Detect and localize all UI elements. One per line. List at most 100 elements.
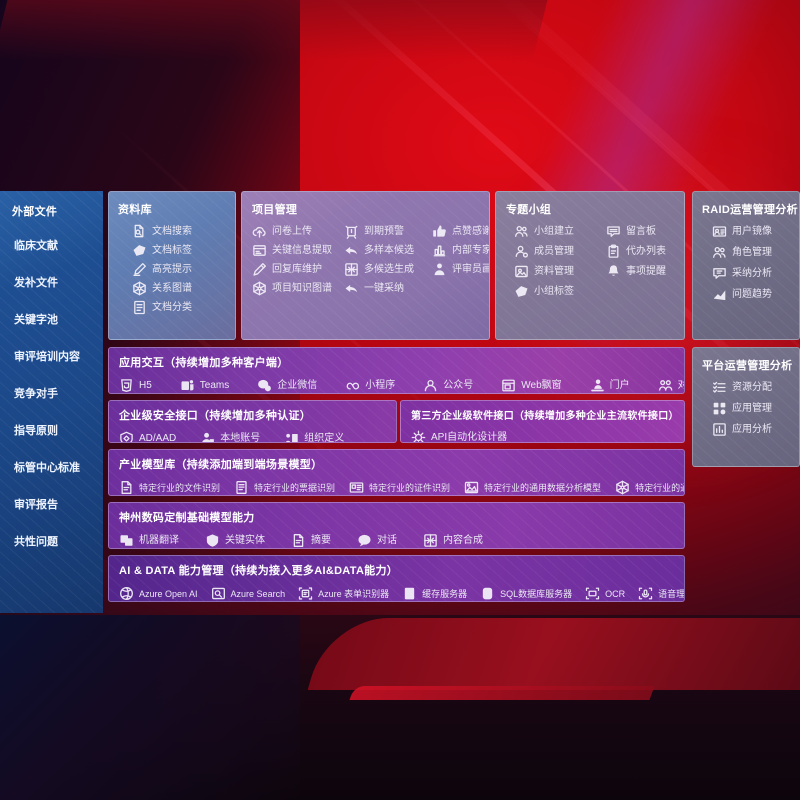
- project-item-reply-library[interactable]: 回复库维护: [252, 262, 344, 277]
- sidebar-item-clinical-literature[interactable]: 临床文献: [14, 240, 58, 252]
- org-structure-icon: [284, 431, 299, 442]
- platform-items: 资源分配 应用管理 应用分析: [702, 380, 799, 437]
- group-item-label: 成员管理: [534, 245, 574, 257]
- project-item-key-info-extract[interactable]: 关键信息提取: [252, 243, 344, 258]
- base-model-item-summary[interactable]: 摘要: [291, 533, 331, 548]
- group-item-material-manage[interactable]: 资料管理: [514, 264, 606, 279]
- sidebar-item-supplement-files[interactable]: 发补文件: [14, 277, 58, 289]
- sidebar-item-common-issues[interactable]: 共性问题: [14, 536, 58, 548]
- platform-item-app-analysis[interactable]: 应用分析: [712, 422, 799, 437]
- project-item-one-click-adopt[interactable]: 一键采纳: [344, 281, 432, 296]
- sidebar-item-keyword-pool[interactable]: 关键字池: [14, 314, 58, 326]
- industry-item-receipt-recognition[interactable]: 特定行业的票据识别: [234, 480, 335, 495]
- panel-project-management: 项目管理 问卷上传 到期预警 点赞感谢 关键信息提取: [241, 191, 490, 340]
- third-party-item-api-designer[interactable]: API自动化设计器: [411, 430, 507, 442]
- interaction-item-teams[interactable]: Teams: [180, 378, 229, 393]
- industry-item-file-recognition[interactable]: 特定行业的文件识别: [119, 480, 220, 495]
- library-item-label: 文档标签: [152, 244, 192, 256]
- group-item-member-manage[interactable]: 成员管理: [514, 244, 606, 259]
- project-item-multi-sample-candidate[interactable]: 多样本候选: [344, 243, 432, 258]
- base-model-item-content-synthesis[interactable]: 内容合成: [423, 533, 483, 548]
- sidebar-item-guidelines[interactable]: 指导原则: [14, 425, 58, 437]
- library-item-doc-classify[interactable]: 文档分类: [132, 300, 235, 315]
- base-model-item-key-entity[interactable]: 关键实体: [205, 533, 265, 548]
- industry-item-data-analysis-model[interactable]: 特定行业的通用数据分析模型: [464, 480, 601, 495]
- raid-item-role-manage[interactable]: 角色管理: [712, 245, 799, 260]
- interaction-item-wecom[interactable]: 企业微信: [257, 378, 317, 393]
- ai-data-item-ocr[interactable]: OCR: [585, 586, 625, 601]
- library-item-doc-tag[interactable]: 文档标签: [132, 243, 235, 258]
- interaction-item-official-account[interactable]: 公众号: [423, 378, 473, 393]
- project-item-questionnaire-upload[interactable]: 问卷上传: [252, 224, 344, 239]
- base-model-item-label: 机器翻译: [139, 534, 179, 546]
- base-model-item-dialog[interactable]: 对话: [357, 533, 397, 548]
- miniprogram-icon: [345, 378, 360, 393]
- project-item-multi-candidate-generate[interactable]: 多候选生成: [344, 262, 432, 277]
- platform-item-label: 资源分配: [732, 381, 772, 393]
- industry-item-id-recognition[interactable]: 特定行业的证件识别: [349, 480, 450, 495]
- raid-item-issue-trend[interactable]: 问题趋势: [712, 287, 799, 302]
- library-item-relation-graph[interactable]: 关系图谱: [132, 281, 235, 296]
- raid-item-adoption-analysis[interactable]: 采纳分析: [712, 266, 799, 281]
- interaction-item-miniprogram[interactable]: 小程序: [345, 378, 395, 393]
- security-title: 企业级安全接口（持续增加多种认证）: [119, 410, 312, 422]
- group-item-event-reminder[interactable]: 事项提醒: [606, 264, 684, 279]
- platform-item-resource-allocation[interactable]: 资源分配: [712, 380, 799, 395]
- industry-item-knowledge-graph-model[interactable]: 特定行业的通用知识图谱模型: [615, 480, 684, 495]
- project-item-expiry-alert[interactable]: 到期预警: [344, 224, 432, 239]
- ai-data-item-cache-server[interactable]: 缓存服务器: [402, 586, 467, 601]
- platform-item-label: 应用管理: [732, 402, 772, 414]
- chat-bubble-icon: [357, 533, 372, 548]
- trend-chart-icon: [712, 287, 727, 302]
- sidebar-item-review-report[interactable]: 审评报告: [14, 499, 58, 511]
- group-item-message-board[interactable]: 留言板: [606, 224, 684, 239]
- library-item-doc-search[interactable]: 文档搜索: [132, 224, 235, 239]
- sidebar-item-standards-center[interactable]: 标管中心标准: [14, 462, 80, 474]
- security-item-ad-aad[interactable]: AD/AAD: [119, 431, 176, 442]
- apps-settings-icon: [712, 401, 727, 416]
- project-item-reviewer-profile[interactable]: 评审员画像: [432, 262, 489, 277]
- sidebar-external-files: 外部文件 临床文献 发补文件 关键字池 审评培训内容 竞争对手 指导原则 标管中…: [0, 191, 103, 613]
- qa-chat-icon: [712, 266, 727, 281]
- ai-data-item-speech-understanding[interactable]: 语音理解: [638, 586, 685, 601]
- group-item-create-group[interactable]: 小组建立: [514, 224, 606, 239]
- task-list-icon: [712, 380, 727, 395]
- security-item-local-account[interactable]: 本地账号: [200, 431, 260, 442]
- html5-icon: [119, 378, 134, 393]
- background-bottom-left: [0, 615, 300, 800]
- ai-data-item-label: 语音理解: [658, 588, 685, 599]
- ai-data-item-azure-openai[interactable]: Azure Open AI: [119, 586, 198, 601]
- base-model-item-translate[interactable]: 机器翻译: [119, 533, 179, 548]
- security-item-org-define[interactable]: 组织定义: [284, 431, 344, 442]
- ai-data-item-sql-database[interactable]: SQL数据库服务器: [480, 586, 572, 601]
- cache-server-icon: [402, 586, 417, 601]
- library-item-highlight[interactable]: 高亮提示: [132, 262, 235, 277]
- base-model-title: 神州数码定制基础模型能力: [119, 512, 255, 524]
- sidebar-item-review-training[interactable]: 审评培训内容: [14, 351, 80, 363]
- project-item-label: 一键采纳: [364, 282, 404, 294]
- raid-item-user-profile[interactable]: 用户镜像: [712, 224, 799, 239]
- group-items: 小组建立 留言板 成员管理 代办列表 资料管理: [506, 224, 684, 299]
- interaction-item-portal[interactable]: 门户: [590, 378, 630, 393]
- sidebar-item-competitors[interactable]: 竞争对手: [14, 388, 58, 400]
- project-item-knowledge-graph[interactable]: 项目知识图谱: [252, 281, 344, 296]
- ai-data-item-label: Azure 表单识别器: [318, 588, 390, 599]
- interaction-item-web-popup[interactable]: Web飘窗: [501, 378, 562, 393]
- group-item-todo-list[interactable]: 代办列表: [606, 244, 684, 259]
- graph-network-icon: [252, 281, 267, 296]
- group-item-group-tag[interactable]: 小组标签: [514, 284, 606, 299]
- platform-item-app-manage[interactable]: 应用管理: [712, 401, 799, 416]
- base-model-item-label: 摘要: [311, 534, 331, 546]
- interaction-item-label: 企业微信: [277, 379, 318, 391]
- project-item-thanks-like[interactable]: 点赞感谢: [432, 224, 489, 239]
- interaction-item-dialog[interactable]: 对话: [658, 378, 684, 393]
- tag-icon: [514, 284, 529, 299]
- project-item-expert-ranking[interactable]: 内部专家排名: [432, 243, 489, 258]
- ai-data-item-azure-search[interactable]: Azure Search: [211, 586, 285, 601]
- ai-data-item-form-recognizer[interactable]: Azure 表单识别器: [298, 586, 389, 601]
- interaction-item-h5[interactable]: H5: [119, 378, 152, 393]
- thumbs-up-icon: [432, 224, 447, 239]
- content-merge-icon: [423, 533, 438, 548]
- industry-item-label: 特定行业的文件识别: [139, 482, 221, 493]
